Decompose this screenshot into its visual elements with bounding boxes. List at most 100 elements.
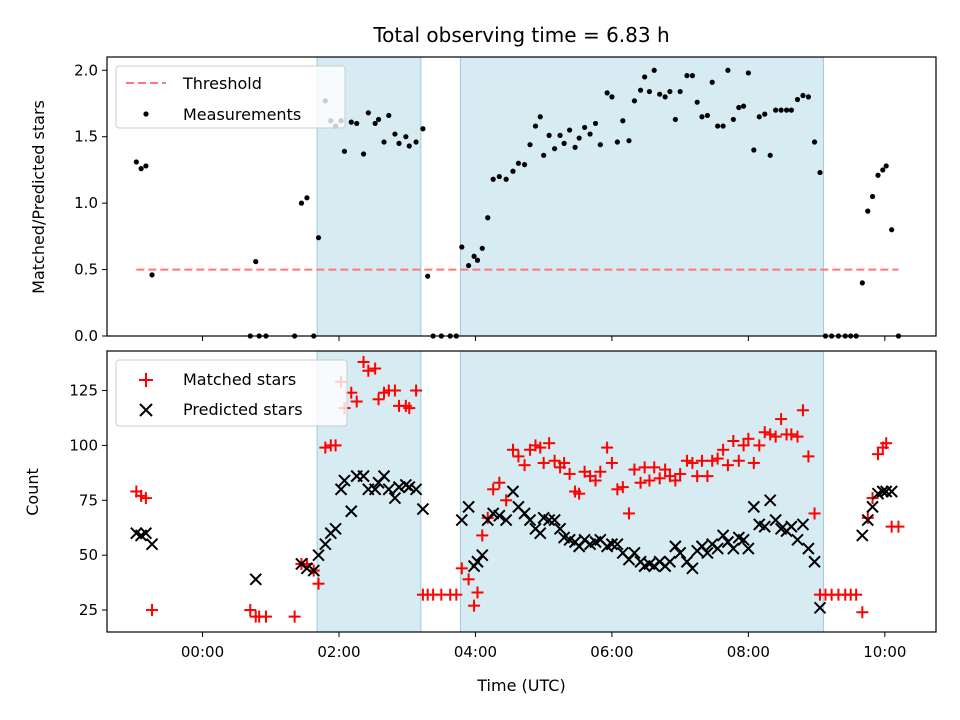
measurement-point — [348, 119, 354, 125]
matched-star-point — [139, 492, 152, 505]
measurement-point — [800, 92, 806, 99]
matched-star-point — [288, 610, 301, 623]
x-tick-label: 00:00 — [181, 643, 224, 661]
matched-star-point — [769, 430, 782, 443]
predicted-star-point — [139, 527, 153, 540]
matched-star-point — [648, 461, 661, 474]
observing-intervals-top — [316, 56, 824, 337]
ratio-y-tick-label: 2.0 — [74, 61, 98, 79]
measurement-point — [651, 67, 657, 73]
predicted-star-point — [471, 555, 484, 568]
predicted-star-point — [861, 513, 874, 527]
matched-star-point — [653, 472, 666, 485]
predicted-star-point — [727, 542, 740, 555]
count-y-axis-label: Count — [23, 468, 42, 516]
measurement-point — [626, 138, 632, 144]
measurement-point — [298, 200, 305, 206]
matched-star-point — [388, 384, 401, 397]
predicted-star-point — [300, 562, 314, 575]
matched-star-point — [695, 454, 708, 467]
matched-star-point — [350, 395, 363, 408]
matched-star-point — [892, 520, 905, 533]
measurement-point — [751, 147, 757, 153]
matched-star-point — [850, 588, 863, 601]
matched-star-point — [634, 476, 647, 489]
predicted-star-point — [534, 527, 547, 540]
predicted-star-point — [737, 533, 750, 547]
count-y-tick-label: 125 — [69, 382, 98, 400]
matched-star-point — [594, 465, 607, 478]
predicted-star-point — [701, 546, 714, 560]
ratio-y-tick-label: 0.0 — [74, 327, 98, 345]
predicted-star-point — [403, 480, 416, 494]
observing-interval-2 — [459, 350, 824, 633]
count-y-tick-label: 100 — [69, 436, 98, 454]
ratio-y-tick-label: 0.5 — [74, 261, 98, 279]
matched-star-point — [558, 456, 571, 469]
predicted-star-point — [368, 483, 382, 496]
measurement-point — [381, 139, 387, 145]
matched-star-point — [706, 454, 719, 467]
ratio-x-ticks — [202, 336, 886, 341]
matched-star-point — [312, 577, 325, 590]
matched-star-point — [362, 364, 375, 377]
predicted-star-point — [716, 529, 730, 542]
matched-star-point — [500, 494, 513, 507]
matched-star-point — [537, 456, 550, 469]
matched-star-point — [747, 456, 760, 469]
predicted-star-point — [885, 485, 898, 498]
measurement-point — [413, 139, 419, 145]
measurement-point — [889, 227, 895, 233]
predicted-star-point — [879, 485, 893, 498]
x-tick-label: 04:00 — [454, 643, 497, 661]
measurement-point — [561, 140, 567, 146]
legend-measurements-swatch — [143, 111, 149, 117]
measurement-point — [699, 114, 705, 120]
measurement-point — [592, 120, 599, 127]
matched-star-point — [512, 450, 525, 463]
matched-star-point — [802, 450, 815, 463]
count-y-tick-label: 75 — [79, 491, 98, 509]
measurement-point — [541, 152, 547, 158]
predicted-star-point — [145, 537, 159, 551]
predicted-star-point — [462, 500, 475, 514]
measurement-point — [704, 112, 711, 119]
measurement-point — [546, 132, 552, 138]
predicted-star-point — [548, 513, 561, 527]
predicted-star-point — [357, 469, 370, 483]
predicted-star-point — [416, 502, 430, 516]
matched-star-point — [732, 454, 745, 467]
matched-star-point — [259, 610, 272, 623]
predicted-star-point — [673, 546, 687, 560]
predicted-star-point — [542, 513, 556, 527]
measurement-point — [745, 70, 751, 76]
measurement-point — [875, 172, 881, 178]
measurement-point — [694, 99, 700, 105]
measurement-point — [490, 176, 496, 182]
predicted-star-point — [669, 540, 682, 553]
count-y-tick-label: 25 — [79, 601, 98, 619]
ratio-legend-box — [115, 65, 346, 129]
measurement-point — [587, 131, 593, 137]
measurement-point — [677, 88, 683, 95]
measurement-point — [811, 139, 818, 145]
ratio-panel: 0.00.51.01.52.0 Matched/Predicted stars … — [29, 56, 937, 345]
measurement-point — [396, 140, 402, 146]
count-legend: Matched stars Predicted stars — [115, 359, 348, 427]
measurement-point — [527, 142, 533, 148]
measurement-point — [576, 135, 582, 141]
matched-star-point — [717, 443, 730, 456]
matched-star-point — [785, 428, 798, 441]
measurement-point — [138, 166, 144, 172]
predicted-star-point — [388, 491, 402, 505]
predicted-star-point — [856, 529, 869, 542]
matched-star-point — [616, 481, 629, 494]
measurement-point — [515, 160, 522, 166]
matched-star-point — [872, 448, 885, 461]
matched-star-point — [450, 588, 463, 601]
measurement-point — [657, 91, 663, 97]
ratio-y-tick-label: 1.5 — [74, 128, 98, 146]
predicted-star-point — [611, 537, 624, 551]
measurement-point — [646, 88, 653, 95]
